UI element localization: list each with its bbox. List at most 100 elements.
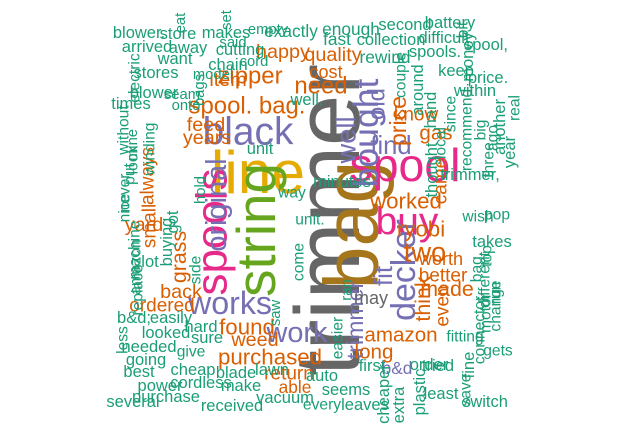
cloud-word: keep — [438, 62, 474, 80]
cloud-word: trimmer — [277, 64, 379, 376]
cloud-word: lawn — [255, 361, 289, 379]
cloud-word: price. — [468, 69, 508, 87]
cloud-word: less — [115, 326, 132, 354]
cloud-word: zipper — [217, 63, 282, 90]
cloud-word: put — [122, 162, 139, 184]
cloud-word: received — [201, 397, 263, 415]
cloud-word: black — [203, 111, 294, 154]
cloud-word: purchase — [132, 388, 200, 406]
cloud-word: least — [424, 385, 459, 403]
cloud-word: item — [209, 69, 246, 91]
cloud-word: rewind — [360, 47, 411, 67]
cloud-word: happy — [256, 41, 310, 63]
cloud-word: easier — [330, 317, 347, 359]
cloud-word: worked — [369, 189, 442, 214]
cloud-word: know — [394, 105, 439, 126]
cloud-word: arrived — [122, 38, 172, 56]
cloud-word: year — [501, 135, 519, 168]
cloud-word: works — [187, 285, 272, 321]
cloud-word: eat — [173, 13, 189, 34]
cloud-word: around — [409, 64, 427, 115]
cloud-word: money — [459, 31, 477, 81]
cloud-word: needed — [121, 338, 176, 356]
cloud-word: pop — [484, 207, 510, 224]
cloud-word: another — [491, 99, 509, 155]
cloud-word: sure — [191, 329, 223, 347]
cloud-word: second — [378, 16, 431, 34]
cloud-word: bit — [455, 21, 472, 38]
cloud-word: need — [294, 73, 347, 100]
cloud-word: decker — [385, 219, 423, 321]
cloud-word: came — [431, 158, 452, 204]
cloud-word: since — [443, 96, 460, 132]
cloud-word: way — [277, 185, 306, 202]
cloud-word: unit. — [295, 212, 324, 229]
cloud-word: old — [364, 88, 391, 120]
cloud-word: long — [355, 341, 394, 364]
cloud-word: trimmer, — [440, 166, 500, 184]
cloud-word: yard — [125, 214, 163, 236]
cloud-word: times — [111, 95, 150, 113]
cloud-word: order — [410, 356, 449, 374]
cloud-word: amazon — [364, 324, 437, 347]
cloud-word: seems — [322, 381, 371, 399]
cloud-word: first — [359, 357, 386, 375]
cloud-word: always — [138, 147, 159, 205]
cloud-word: blade — [216, 364, 256, 382]
cloud-word: purchased — [218, 345, 322, 370]
cloud-word: battery — [425, 14, 476, 32]
cloud-word: looked — [142, 324, 191, 342]
cloud-word: buying — [158, 218, 176, 267]
cloud-word: different — [477, 251, 494, 308]
cloud-word: two — [404, 237, 446, 268]
cloud-word: extra — [390, 386, 408, 424]
cloud-word: enough — [322, 19, 380, 39]
cloud-word: trimmer — [342, 281, 368, 360]
cloud-word: onto — [172, 98, 201, 114]
cloud-word: unit — [247, 140, 274, 158]
cloud-word: takes — [472, 233, 511, 251]
cloud-word: within — [453, 82, 496, 100]
cloud-word: every — [303, 397, 341, 414]
cloud-word: run — [488, 282, 505, 305]
cloud-word: fit — [370, 266, 398, 286]
cloud-word: well. — [289, 91, 323, 109]
cloud-word: fitting — [446, 329, 483, 346]
cloud-word: hard — [184, 318, 217, 336]
cloud-word: ago — [485, 125, 502, 151]
cloud-word: motor — [478, 293, 495, 333]
cloud-word: cheaper — [375, 364, 393, 424]
cloud-word: cheap — [171, 361, 216, 379]
cloud-word: several — [106, 393, 159, 411]
cloud-word: think — [411, 276, 435, 321]
cloud-word: local — [433, 127, 450, 159]
cloud-word: ran — [339, 279, 355, 300]
cloud-word: price — [385, 96, 411, 146]
cloud-word: years — [183, 127, 231, 149]
cloud-word: leaves — [341, 396, 389, 414]
cloud-word: back — [160, 281, 202, 303]
cloud-word: grass — [167, 231, 191, 283]
cloud-word: power — [138, 377, 183, 395]
cloud-word: stores — [134, 64, 179, 82]
cloud-word: ryobi — [397, 217, 445, 242]
cloud-word: spool, — [464, 36, 508, 54]
cloud-word: vacuum — [256, 389, 314, 407]
cloud-word: big — [473, 120, 490, 141]
cloud-word: cord — [240, 54, 269, 70]
cloud-word: spool — [350, 139, 461, 191]
cloud-word: exactly — [264, 21, 318, 41]
cloud-word: seam — [164, 87, 200, 103]
cloud-word: well — [331, 116, 362, 164]
cloud-word: electric — [127, 53, 144, 103]
cloud-word: side — [188, 256, 205, 285]
cloud-word: fast — [323, 29, 351, 49]
cloud-word: minutes — [313, 173, 371, 191]
cloud-word: going — [126, 351, 166, 369]
cloud-word: change — [488, 280, 505, 331]
cloud-word: lot — [141, 253, 159, 271]
cloud-word: even — [433, 285, 454, 326]
cloud-word: quality — [304, 44, 361, 66]
cloud-word: cutting — [216, 41, 265, 59]
